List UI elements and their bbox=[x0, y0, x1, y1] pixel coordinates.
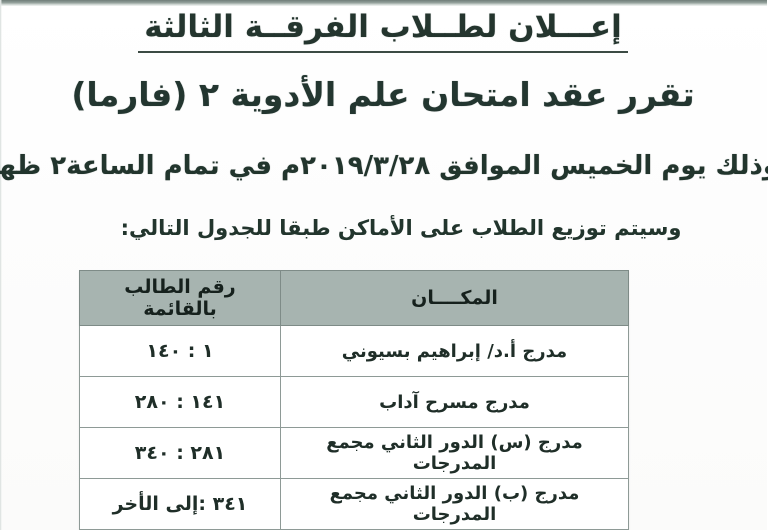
table-row: مدرج أ.د/ إبراهيم بسيوني ١ : ١٤٠ bbox=[80, 325, 630, 377]
places-table: المكــــان رقم الطالب بالقائمة مدرج أ.د/… bbox=[80, 270, 630, 530]
table-row: مدرج (ب) الدور الثاني مجمع المدرجات ٣٤١ … bbox=[80, 478, 630, 530]
page-title: إعـــلان لطــلاب الفرقــة الثالثة bbox=[139, 8, 629, 53]
cell-place: مدرج (س) الدور الثاني مجمع المدرجات bbox=[281, 427, 630, 479]
distribution-note: وسيتم توزيع الطلاب على الأماكن طبقا للجد… bbox=[121, 216, 683, 240]
table-header-row: المكــــان رقم الطالب بالقائمة bbox=[80, 270, 630, 326]
table-header: المكــــان رقم الطالب بالقائمة bbox=[80, 270, 630, 326]
places-table-container: المكــــان رقم الطالب بالقائمة مدرج أ.د/… bbox=[80, 270, 630, 530]
scan-edge-top bbox=[0, 0, 768, 6]
exam-subject-line: تقرر عقد امتحان علم الأدوية ٢ (فارما) bbox=[72, 75, 696, 114]
cell-place: مدرج مسرح آداب bbox=[281, 376, 630, 428]
cell-place: مدرج أ.د/ إبراهيم بسيوني bbox=[281, 325, 630, 377]
cell-place: مدرج (ب) الدور الثاني مجمع المدرجات bbox=[281, 478, 630, 530]
exam-date-line: وذلك يوم الخميس الموافق ٢٠١٩/٣/٢٨م في تم… bbox=[0, 151, 768, 181]
table-body: مدرج أ.د/ إبراهيم بسيوني ١ : ١٤٠ مدرج مس… bbox=[80, 325, 630, 530]
column-header-list-number: رقم الطالب بالقائمة bbox=[80, 270, 282, 326]
cell-list-number: ٢٨١ : ٣٤٠ bbox=[80, 427, 282, 479]
cell-list-number: ١٤١ : ٢٨٠ bbox=[80, 376, 282, 428]
cell-list-number: ٣٤١ :إلى الأخر bbox=[80, 478, 282, 530]
scan-edge-left bbox=[0, 0, 3, 530]
cell-list-number: ١ : ١٤٠ bbox=[80, 325, 282, 377]
document-title-container: إعـــلان لطــلاب الفرقــة الثالثة bbox=[0, 8, 768, 53]
table-row: مدرج (س) الدور الثاني مجمع المدرجات ٢٨١ … bbox=[80, 427, 630, 479]
table-row: مدرج مسرح آداب ١٤١ : ٢٨٠ bbox=[80, 376, 630, 428]
column-header-place: المكــــان bbox=[281, 270, 630, 326]
